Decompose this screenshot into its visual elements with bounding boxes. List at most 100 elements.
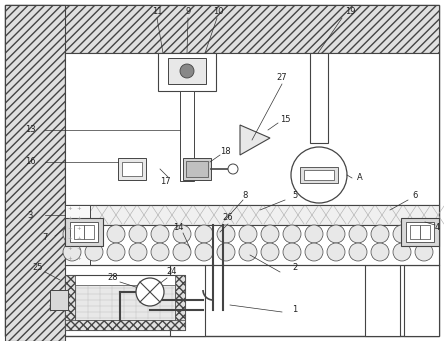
Text: 26: 26 [223, 213, 233, 222]
Bar [65, 205, 439, 225]
Circle shape [239, 243, 257, 261]
Bar [365, 265, 400, 336]
Bar [175, 275, 185, 330]
Circle shape [305, 225, 323, 243]
Bar [158, 53, 216, 91]
Circle shape [305, 243, 323, 261]
Circle shape [136, 278, 164, 306]
Text: 4: 4 [434, 223, 440, 233]
Text: 6: 6 [412, 192, 418, 201]
Bar [65, 275, 185, 330]
Circle shape [371, 225, 389, 243]
Text: +: + [77, 247, 81, 252]
Circle shape [327, 225, 345, 243]
Circle shape [371, 243, 389, 261]
Text: +: + [67, 226, 72, 232]
Circle shape [63, 225, 81, 243]
Bar [65, 205, 90, 265]
Bar [70, 222, 98, 242]
Circle shape [129, 243, 147, 261]
Circle shape [63, 243, 81, 261]
Circle shape [173, 225, 191, 243]
Circle shape [151, 225, 169, 243]
Bar [183, 158, 211, 180]
Bar [304, 170, 334, 180]
Circle shape [217, 225, 235, 243]
Bar [74, 225, 84, 239]
Text: 1: 1 [293, 306, 297, 314]
Text: +: + [67, 247, 72, 252]
Circle shape [283, 243, 301, 261]
Circle shape [217, 243, 235, 261]
Text: 2: 2 [293, 264, 297, 272]
Bar [65, 53, 439, 205]
Text: 25: 25 [33, 264, 43, 272]
Bar [122, 162, 142, 176]
Bar [310, 53, 328, 143]
Circle shape [195, 243, 213, 261]
Text: +: + [67, 237, 72, 241]
Circle shape [261, 243, 279, 261]
Text: 7: 7 [42, 234, 48, 242]
Bar [404, 265, 439, 336]
Circle shape [261, 225, 279, 243]
Circle shape [415, 225, 433, 243]
Bar [170, 265, 205, 336]
Text: 27: 27 [277, 74, 287, 83]
Circle shape [228, 164, 238, 174]
Text: +: + [77, 207, 81, 211]
Circle shape [107, 225, 125, 243]
Text: 16: 16 [25, 158, 36, 166]
Circle shape [415, 243, 433, 261]
Bar [75, 285, 175, 320]
Circle shape [349, 225, 367, 243]
Bar [180, 91, 194, 181]
Circle shape [393, 225, 411, 243]
Text: +: + [67, 207, 72, 211]
Text: 28: 28 [108, 273, 118, 282]
Bar [50, 290, 68, 310]
Bar [406, 222, 434, 242]
Text: +: + [67, 256, 72, 262]
Bar [168, 58, 206, 84]
Text: 18: 18 [220, 148, 230, 157]
Text: 11: 11 [152, 8, 162, 16]
Text: +: + [77, 256, 81, 262]
Polygon shape [240, 125, 270, 155]
Bar [65, 320, 185, 330]
Circle shape [173, 243, 191, 261]
Circle shape [195, 225, 213, 243]
Circle shape [291, 147, 347, 203]
Text: A: A [357, 174, 363, 182]
Circle shape [85, 243, 103, 261]
Text: 15: 15 [280, 116, 290, 124]
Text: 8: 8 [242, 192, 248, 201]
Text: 13: 13 [25, 125, 36, 134]
Bar [410, 225, 420, 239]
Circle shape [239, 225, 257, 243]
Circle shape [283, 225, 301, 243]
Circle shape [349, 243, 367, 261]
Bar [300, 167, 338, 183]
Text: 3: 3 [28, 210, 33, 220]
Circle shape [107, 243, 125, 261]
Text: +: + [67, 217, 72, 222]
Text: +: + [77, 237, 81, 241]
Bar [420, 225, 430, 239]
Text: 14: 14 [173, 223, 183, 233]
Circle shape [393, 243, 411, 261]
Bar [65, 218, 103, 246]
Text: 5: 5 [293, 192, 297, 201]
Text: +: + [77, 226, 81, 232]
Bar [65, 275, 75, 330]
Circle shape [85, 225, 103, 243]
Text: 19: 19 [345, 8, 355, 16]
Bar [84, 225, 94, 239]
Circle shape [151, 243, 169, 261]
Bar [5, 5, 439, 53]
Text: 9: 9 [186, 8, 190, 16]
Text: 10: 10 [213, 8, 223, 16]
Circle shape [327, 243, 345, 261]
Circle shape [180, 64, 194, 78]
Text: 24: 24 [167, 267, 177, 277]
